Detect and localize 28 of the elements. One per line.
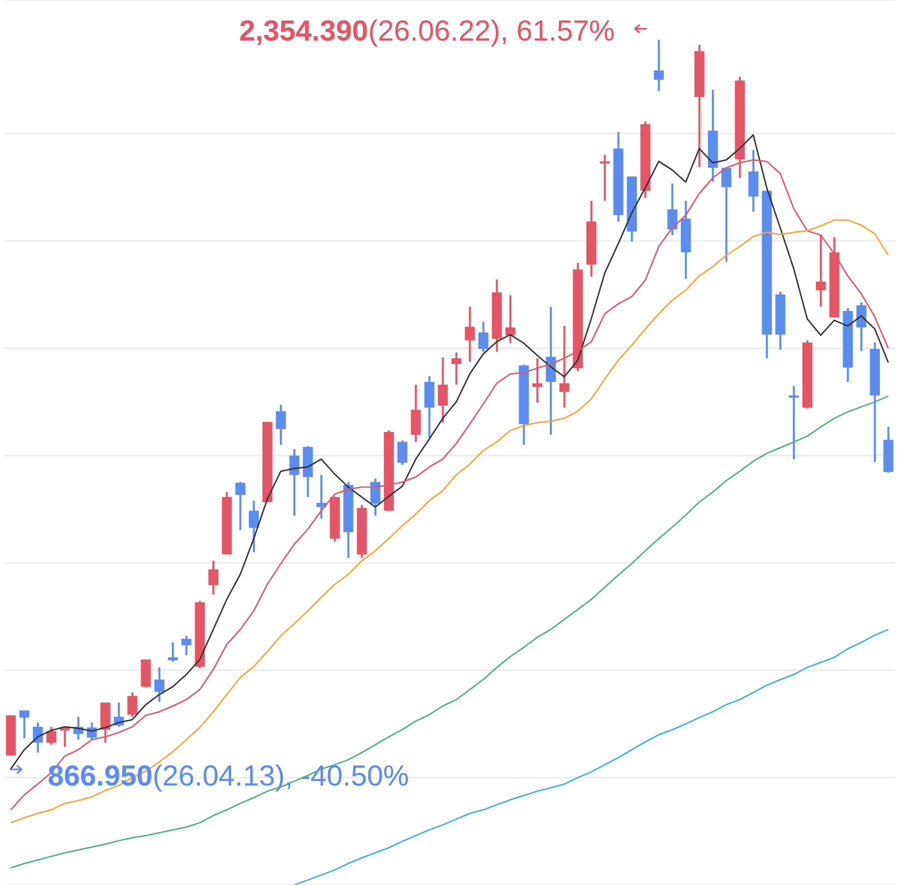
candlestick	[856, 301, 866, 352]
candlestick	[127, 691, 138, 718]
candlestick	[532, 357, 542, 404]
candlestick	[46, 726, 56, 746]
candlestick	[438, 356, 448, 424]
candlestick	[559, 325, 570, 409]
candlestick	[788, 385, 799, 460]
candlestick	[600, 154, 610, 202]
candlestick	[181, 634, 192, 656]
candlestick	[276, 404, 286, 446]
annotation: 2,354.390(26.06.22), 61.57%	[239, 16, 615, 48]
candlestick	[464, 306, 475, 363]
candlestick	[248, 500, 259, 554]
candlestick	[370, 477, 380, 517]
candlestick	[154, 666, 164, 703]
candlestick	[168, 641, 178, 663]
candlestick	[667, 182, 678, 236]
candlestick	[816, 233, 826, 308]
candlestick	[654, 38, 664, 92]
candlestick	[505, 294, 516, 344]
candlestick	[289, 448, 300, 517]
candlestick	[19, 709, 30, 740]
candlestick	[235, 481, 246, 531]
candlestick	[478, 320, 488, 353]
candlestick	[397, 440, 408, 466]
candlestick	[451, 352, 462, 386]
candlestick	[208, 560, 218, 596]
candlestick	[721, 166, 732, 263]
